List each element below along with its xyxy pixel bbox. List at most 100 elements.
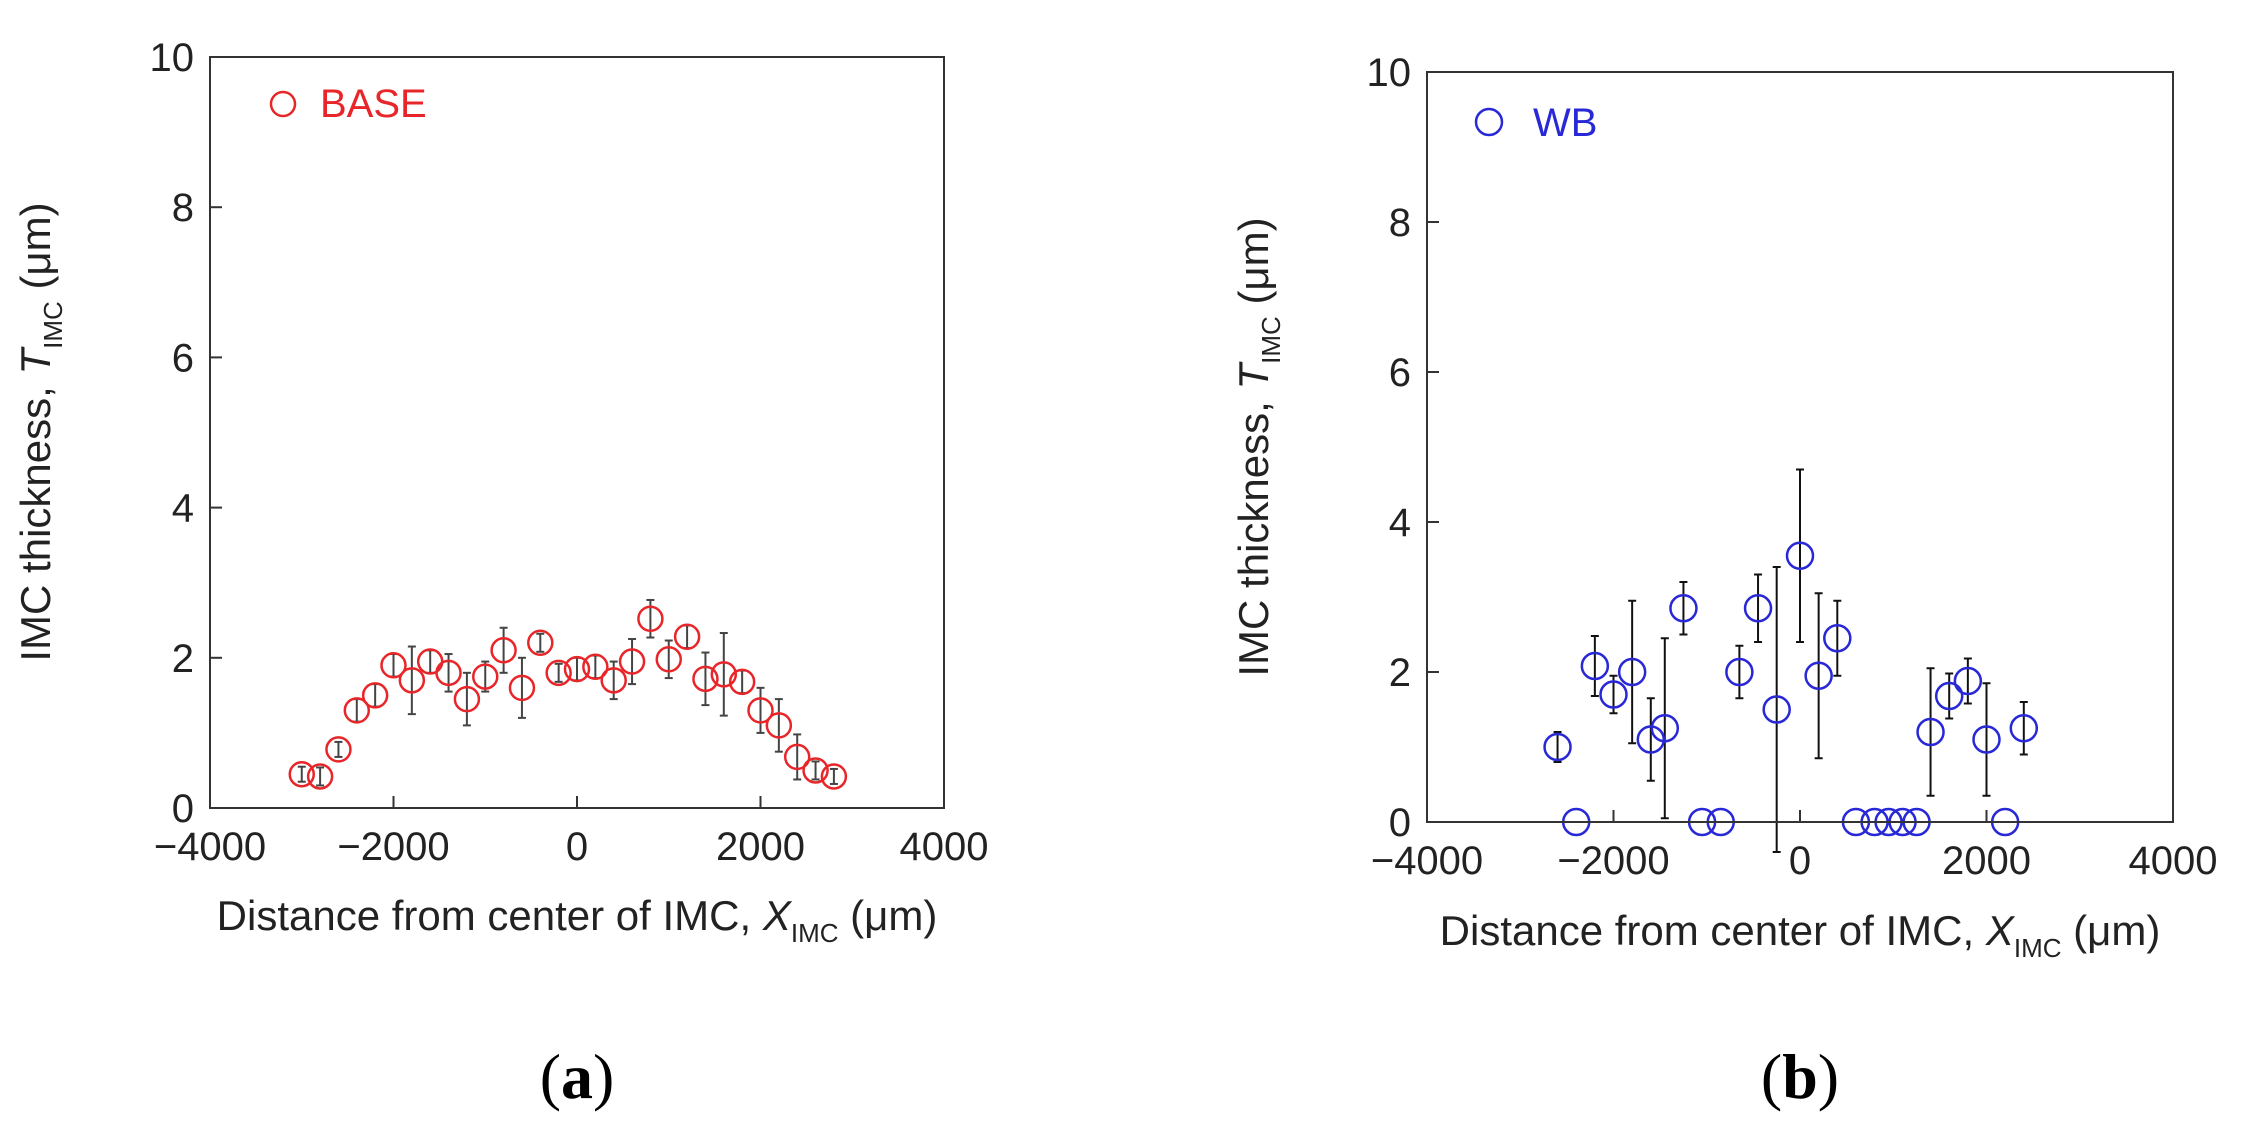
chart-a-data-point (306, 763, 334, 790)
chart-a-data-point (545, 659, 572, 687)
chart-a-x-tick-label: 4000 (900, 825, 989, 869)
chart-b-panel-label: (b) (1761, 1041, 1839, 1112)
chart-a-y-tick-label: 8 (172, 186, 194, 230)
chart-a-data-point (435, 659, 462, 687)
chart-a-x-axis-title-text: Distance from center of IMC, (217, 892, 763, 939)
chart-a-data-point (380, 652, 407, 679)
chart-a-legend: BASE (269, 82, 427, 126)
chart-b-data-point (1743, 594, 1773, 623)
chart-a-data-point (655, 646, 682, 673)
chart-b-data-point (1934, 681, 1964, 711)
chart-a-y-tick-label: 10 (150, 36, 195, 80)
chart-b-data-point (1669, 594, 1698, 623)
chart-a-panel-label: (a) (540, 1041, 615, 1112)
chart-a-y-axis-title: IMC thickness, TIMC (μm) (12, 202, 68, 661)
chart-a-panel-label-close: ) (593, 1041, 614, 1112)
chart-b-y-axis-unit: (μm) (1230, 217, 1277, 316)
chart-a-panel-label-open: ( (540, 1041, 561, 1112)
chart-a-data-point (563, 655, 591, 683)
chart-b-x-tick-label: −4000 (1371, 839, 1483, 883)
chart-a-data-point (527, 629, 554, 657)
chart-a-data-point (710, 661, 738, 688)
chart-b-data-point (1617, 657, 1647, 687)
chart-b-y-axis-title-text: IMC thickness, (1230, 390, 1277, 677)
chart-b-x-axis-symbol: X (1985, 907, 2016, 954)
chart-b-data-point (1972, 725, 2001, 754)
chart-a-x-axis-title: Distance from center of IMC, XIMC (μm) (217, 892, 938, 948)
chart-a-data-point (508, 674, 536, 702)
chart-a-x-tick-label: −4000 (154, 825, 266, 869)
chart-a-data-point (692, 665, 719, 693)
chart-a-data-point (343, 697, 371, 724)
chart-b-y-axis-title: IMC thickness, TIMC (μm) (1230, 217, 1286, 676)
chart-b-data-point (2009, 714, 2039, 743)
chart-b-data-point (1953, 666, 1983, 696)
chart-a-x-axis-subscript: IMC (791, 918, 839, 948)
chart-a-plot-frame (209, 56, 945, 809)
chart-a-data-point (288, 760, 315, 788)
chart-b-legend-marker (1474, 107, 1504, 137)
chart-b-y-tick-label: 4 (1389, 501, 1411, 545)
chart-a-x-tick-label: 2000 (716, 825, 805, 869)
chart-b-data-point (1785, 541, 1815, 570)
chart-b-panel-label-open: ( (1761, 1041, 1782, 1112)
chart-a-y-axis-symbol: T (12, 346, 59, 375)
chart-a-x-axis-unit: (μm) (839, 892, 938, 939)
chart-a-y-tick-label: 4 (172, 487, 194, 531)
chart-a-x-axis-symbol: X (762, 892, 793, 939)
chart-b-x-axis-unit: (μm) (2062, 907, 2161, 954)
chart-a-data-point (453, 685, 481, 713)
chart-a-y-tick-label: 6 (172, 336, 194, 380)
chart-b-x-axis-title-text: Distance from center of IMC, (1440, 907, 1986, 954)
chart-a-y-tick-label: 2 (172, 637, 194, 681)
chart-a-legend-label: BASE (320, 82, 427, 126)
chart-a-data-point (637, 605, 664, 632)
chart-a-data-point (325, 736, 352, 763)
chart-a-data-point (398, 667, 426, 694)
chart-a-data-point (820, 763, 848, 790)
chart-b-x-tick-label: −2000 (1557, 839, 1669, 883)
chart-a-data-point (618, 648, 646, 675)
chart-b-legend-label: WB (1533, 101, 1597, 145)
chart-a-data-point (600, 667, 627, 694)
chart-b-y-tick-label: 6 (1389, 351, 1411, 395)
chart-b-data-point (1823, 624, 1852, 653)
chart-b-x-tick-label: 4000 (2129, 839, 2218, 883)
chart-b-data-point (1580, 651, 1610, 681)
chart-a-data-point (472, 663, 499, 690)
chart-b-y-axis-symbol: T (1230, 361, 1277, 390)
chart-a-x-tick-label: −2000 (337, 825, 449, 869)
chart-b-data-point (1599, 680, 1628, 709)
chart-a-data-point (783, 743, 811, 771)
chart-b-data-point (1725, 657, 1754, 687)
chart-b-panel-label-letter: b (1782, 1041, 1818, 1112)
chart-panel-a: −4000 −2000 0 2000 4000 0 2 4 6 8 10 BAS… (12, 36, 988, 1112)
chart-b-y-tick-label: 0 (1389, 801, 1411, 845)
chart-a-marks (210, 206, 848, 808)
chart-b-data-point (1804, 661, 1833, 690)
chart-b-x-ticks: −4000 −2000 0 2000 4000 (1371, 839, 2218, 883)
chart-a-x-ticks: −4000 −2000 0 2000 4000 (154, 825, 989, 869)
chart-b-x-axis-title: Distance from center of IMC, XIMC (μm) (1440, 907, 2161, 963)
chart-a-y-ticks: 0 2 4 6 8 10 (150, 36, 195, 831)
chart-a-data-point (728, 668, 756, 696)
chart-a-y-axis-title-text: IMC thickness, (12, 375, 59, 662)
chart-b-data-point (1916, 717, 1945, 747)
chart-b-x-axis-subscript: IMC (2014, 933, 2062, 963)
chart-b-x-tick-label: 0 (1789, 839, 1811, 883)
chart-b-plot-frame (1426, 71, 2174, 823)
chart-a-data-point (747, 697, 774, 724)
chart-b-y-tick-label: 8 (1389, 201, 1411, 245)
chart-b-legend: WB (1474, 101, 1597, 145)
chart-b-y-axis-subscript: IMC (1256, 316, 1286, 364)
chart-a-panel-label-letter: a (561, 1041, 593, 1112)
chart-b-marks (1427, 221, 2039, 853)
chart-a-data-point (765, 712, 793, 739)
chart-b-panel-label-close: ) (1818, 1041, 1839, 1112)
chart-a-y-tick-label: 0 (172, 787, 194, 831)
chart-b-y-tick-label: 10 (1367, 51, 1412, 95)
chart-b-x-tick-label: 2000 (1942, 839, 2031, 883)
chart-b-data-point (1543, 732, 1572, 762)
